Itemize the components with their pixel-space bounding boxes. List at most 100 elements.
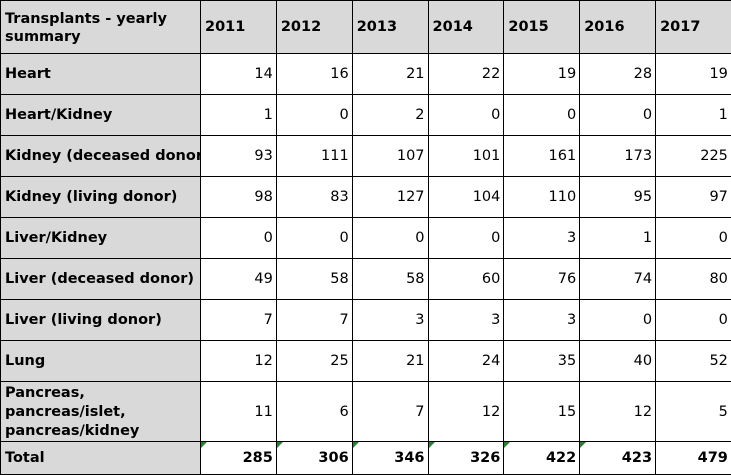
table-cell[interactable]: 1 (656, 95, 731, 136)
table-cell[interactable]: 0 (656, 300, 731, 341)
table-cell[interactable]: 16 (276, 54, 352, 95)
row-label-liver-deceased[interactable]: Liver (deceased donor) (1, 259, 201, 300)
table-cell[interactable]: 19 (504, 54, 580, 95)
row-label-kidney-deceased[interactable]: Kidney (deceased donor) (1, 136, 201, 177)
table-row: Heart 14 16 21 22 19 28 19 (1, 54, 731, 95)
table-cell[interactable]: 83 (276, 177, 352, 218)
table-cell[interactable]: 21 (352, 341, 428, 382)
row-label-lung[interactable]: Lung (1, 341, 201, 382)
table-cell[interactable]: 40 (580, 341, 656, 382)
total-cell[interactable]: 285 (201, 442, 277, 475)
table-cell[interactable]: 12 (201, 341, 277, 382)
table-cell[interactable]: 7 (276, 300, 352, 341)
table-cell[interactable]: 98 (201, 177, 277, 218)
table-cell[interactable]: 6 (276, 382, 352, 442)
table-cell[interactable]: 161 (504, 136, 580, 177)
total-cell[interactable]: 423 (580, 442, 656, 475)
table-cell[interactable]: 49 (201, 259, 277, 300)
row-label-kidney-living[interactable]: Kidney (living donor) (1, 177, 201, 218)
table-cell[interactable]: 97 (656, 177, 731, 218)
row-label-liver-kidney[interactable]: Liver/Kidney (1, 218, 201, 259)
year-header-2015[interactable]: 2015 (504, 1, 580, 54)
table-cell[interactable]: 5 (656, 382, 731, 442)
table-cell[interactable]: 35 (504, 341, 580, 382)
total-cell[interactable]: 326 (428, 442, 504, 475)
table-cell[interactable]: 52 (656, 341, 731, 382)
table-cell[interactable]: 0 (580, 95, 656, 136)
table-cell[interactable]: 0 (276, 95, 352, 136)
row-label-heart[interactable]: Heart (1, 54, 201, 95)
table-cell[interactable]: 0 (276, 218, 352, 259)
total-cell[interactable]: 479 (656, 442, 731, 475)
table-cell[interactable]: 3 (504, 218, 580, 259)
table-cell[interactable]: 3 (428, 300, 504, 341)
table-cell[interactable]: 0 (504, 95, 580, 136)
year-header-2017[interactable]: 2017 (656, 1, 731, 54)
total-cell[interactable]: 346 (352, 442, 428, 475)
year-header-2016[interactable]: 2016 (580, 1, 656, 54)
table-cell[interactable]: 58 (276, 259, 352, 300)
table-cell[interactable]: 74 (580, 259, 656, 300)
table-cell[interactable]: 0 (656, 218, 731, 259)
table-cell[interactable]: 22 (428, 54, 504, 95)
total-row: Total 285 306 346 326 422 423 479 (1, 442, 731, 475)
table-cell[interactable]: 15 (504, 382, 580, 442)
table-cell[interactable]: 1 (201, 95, 277, 136)
row-label-pancreas[interactable]: Pancreas, pancreas/islet, pancreas/kidne… (1, 382, 201, 442)
table-cell[interactable]: 2 (352, 95, 428, 136)
table-cell[interactable]: 95 (580, 177, 656, 218)
table-row: Liver (living donor) 7 7 3 3 3 0 0 (1, 300, 731, 341)
table-cell[interactable]: 14 (201, 54, 277, 95)
year-header-2011[interactable]: 2011 (201, 1, 277, 54)
table-cell[interactable]: 225 (656, 136, 731, 177)
table-cell[interactable]: 12 (580, 382, 656, 442)
total-value: 479 (698, 450, 728, 466)
table-cell[interactable]: 0 (428, 95, 504, 136)
table-cell[interactable]: 25 (276, 341, 352, 382)
row-label-liver-living[interactable]: Liver (living donor) (1, 300, 201, 341)
table-title[interactable]: Transplants - yearly summary (1, 1, 201, 54)
table-row: Pancreas, pancreas/islet, pancreas/kidne… (1, 382, 731, 442)
table-cell[interactable]: 1 (580, 218, 656, 259)
table-cell[interactable]: 104 (428, 177, 504, 218)
table-cell[interactable]: 28 (580, 54, 656, 95)
table-cell[interactable]: 7 (201, 300, 277, 341)
table-cell[interactable]: 0 (201, 218, 277, 259)
table-cell[interactable]: 0 (352, 218, 428, 259)
table-cell[interactable]: 110 (504, 177, 580, 218)
table-cell[interactable]: 19 (656, 54, 731, 95)
table-cell[interactable]: 3 (504, 300, 580, 341)
row-label-total[interactable]: Total (1, 442, 201, 475)
year-header-2014[interactable]: 2014 (428, 1, 504, 54)
table-cell[interactable]: 0 (580, 300, 656, 341)
table-cell[interactable]: 0 (428, 218, 504, 259)
formula-warning-flag-icon (353, 442, 359, 448)
table-row: Lung 12 25 21 24 35 40 52 (1, 341, 731, 382)
table-row: Liver (deceased donor) 49 58 58 60 76 74… (1, 259, 731, 300)
table-cell[interactable]: 21 (352, 54, 428, 95)
year-header-2013[interactable]: 2013 (352, 1, 428, 54)
total-value: 423 (622, 450, 652, 466)
table-cell[interactable]: 173 (580, 136, 656, 177)
table-cell[interactable]: 58 (352, 259, 428, 300)
header-row: Transplants - yearly summary 2011 2012 2… (1, 1, 731, 54)
table-cell[interactable]: 60 (428, 259, 504, 300)
table-cell[interactable]: 80 (656, 259, 731, 300)
table-cell[interactable]: 11 (201, 382, 277, 442)
table-cell[interactable]: 127 (352, 177, 428, 218)
table-cell[interactable]: 3 (352, 300, 428, 341)
table-cell[interactable]: 12 (428, 382, 504, 442)
table-cell[interactable]: 76 (504, 259, 580, 300)
table-cell[interactable]: 7 (352, 382, 428, 442)
table-cell[interactable]: 101 (428, 136, 504, 177)
total-cell[interactable]: 422 (504, 442, 580, 475)
row-label-heart-kidney[interactable]: Heart/Kidney (1, 95, 201, 136)
year-header-2012[interactable]: 2012 (276, 1, 352, 54)
table-cell[interactable]: 107 (352, 136, 428, 177)
total-value: 346 (394, 450, 424, 466)
table-cell[interactable]: 111 (276, 136, 352, 177)
table-cell[interactable]: 24 (428, 341, 504, 382)
total-value: 285 (243, 450, 273, 466)
table-cell[interactable]: 93 (201, 136, 277, 177)
total-cell[interactable]: 306 (276, 442, 352, 475)
